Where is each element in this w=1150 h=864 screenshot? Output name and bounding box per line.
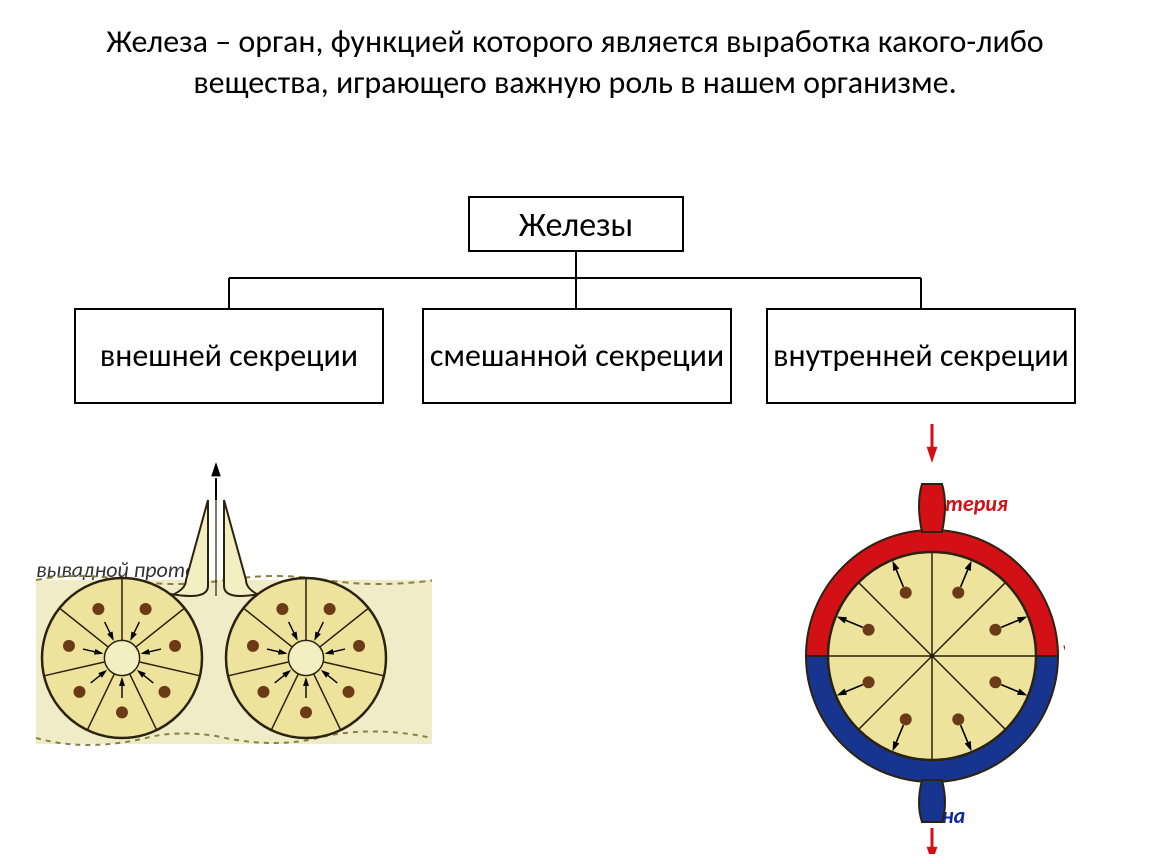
exocrine-gland-figure [36, 462, 432, 770]
tree-connectors [0, 0, 1150, 430]
endocrine-gland-figure [805, 414, 1065, 854]
